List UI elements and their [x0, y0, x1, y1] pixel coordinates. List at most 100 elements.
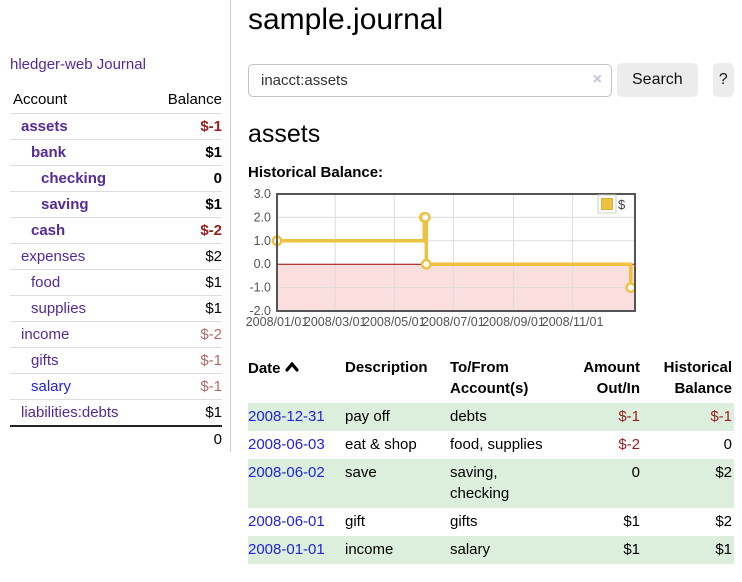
transaction-amount: 0: [631, 464, 640, 481]
account-balance: $1: [148, 191, 222, 218]
y-axis-labels: 3.0 2.0 1.0 0.0 -1.0 -2.0: [249, 187, 271, 318]
transaction-balance: $2: [715, 464, 732, 481]
account-balance: $-1: [148, 113, 222, 140]
account-link-saving[interactable]: saving: [41, 196, 89, 213]
transaction-description: income: [345, 541, 394, 558]
register-row: 2008-12-31 pay off debts $-1 $-1: [248, 403, 734, 431]
account-link-food[interactable]: food: [31, 274, 61, 291]
data-points: [271, 212, 637, 294]
svg-text:2008/01/01: 2008/01/01: [246, 315, 309, 329]
accounts-total-row: 0: [10, 425, 222, 452]
register-col-description: Description: [345, 359, 428, 376]
transaction-description: pay off: [345, 408, 390, 425]
register-table: Date Description To/From Account(s) Amou…: [248, 354, 734, 564]
account-link-expenses[interactable]: expenses: [21, 248, 86, 265]
account-balance: $-1: [148, 347, 222, 374]
sort-ascending-icon: [284, 357, 299, 378]
register-row: 2008-01-01 income salary $1 $1: [248, 536, 734, 564]
account-row: saving $1: [10, 191, 222, 218]
svg-text:2008/05/01: 2008/05/01: [363, 315, 426, 329]
transaction-accounts: debts: [450, 408, 487, 425]
svg-text:2008/09/01: 2008/09/01: [482, 315, 545, 329]
account-row: supplies $1: [10, 295, 222, 322]
account-balance: $-2: [148, 217, 222, 244]
account-link-checking[interactable]: checking: [41, 170, 107, 187]
transaction-balance: $2: [715, 513, 732, 530]
account-row: salary $-1: [10, 373, 222, 400]
account-balance: $1: [148, 295, 222, 322]
transaction-description: eat & shop: [345, 436, 417, 453]
transaction-amount: $1: [623, 513, 640, 530]
accounts-col-balance: Balance: [167, 91, 222, 108]
account-row: gifts $-1: [10, 347, 222, 374]
x-axis-labels: 2008/01/012008/03/012008/05/012008/07/01…: [246, 315, 604, 329]
brand-link[interactable]: hledger-web: [10, 56, 93, 73]
account-row: expenses $2: [10, 243, 222, 270]
accounts-table: Account Balance assets $-1 bank $1 check…: [10, 87, 222, 452]
account-row: bank $1: [10, 139, 222, 166]
register-col-date-label: Date: [248, 360, 281, 377]
svg-text:2.0: 2.0: [254, 210, 271, 224]
transaction-date-link[interactable]: 2008-01-01: [248, 541, 325, 558]
account-link-gifts[interactable]: gifts: [31, 352, 59, 369]
transaction-date-link[interactable]: 2008-06-01: [248, 513, 325, 530]
transaction-accounts: salary: [450, 541, 491, 558]
transaction-description: save: [345, 464, 377, 481]
transaction-accounts: saving, checking: [450, 464, 510, 502]
transaction-description: gift: [345, 513, 366, 530]
sidebar: hledger-web Journal Account Balance asse…: [0, 0, 231, 452]
register-header-row: Date Description To/From Account(s) Amou…: [248, 354, 734, 403]
transaction-amount: $1: [623, 541, 640, 558]
svg-text:-2.0: -2.0: [249, 304, 271, 318]
search-button[interactable]: Search: [617, 63, 698, 97]
register-row: 2008-06-03 eat & shop food, supplies $-2…: [248, 431, 734, 459]
svg-text:2008/07/01: 2008/07/01: [422, 315, 485, 329]
account-row: checking 0: [10, 165, 222, 192]
search-input[interactable]: [248, 63, 612, 97]
account-balance: $2: [148, 243, 222, 270]
account-balance: $-1: [148, 373, 222, 400]
account-link-bank[interactable]: bank: [31, 144, 67, 161]
account-balance: $-2: [148, 321, 222, 348]
account-link-liabilities-debts[interactable]: liabilities:debts: [21, 404, 119, 421]
register-col-date[interactable]: Date: [248, 354, 345, 403]
account-link-cash[interactable]: cash: [31, 222, 66, 239]
search-bar: × Search ?: [248, 63, 734, 97]
svg-text:2008/03/01: 2008/03/01: [304, 315, 367, 329]
account-link-supplies[interactable]: supplies: [31, 300, 87, 317]
main-content: sample.journal × Search ? assets Histori…: [231, 0, 742, 564]
register-row: 2008-06-02 save saving, checking 0 $2: [248, 459, 734, 508]
transaction-amount: $-2: [618, 436, 640, 453]
transaction-date-link[interactable]: 2008-06-03: [248, 436, 325, 453]
transaction-balance: 0: [723, 436, 732, 453]
register-row: 2008-06-01 gift gifts $1 $2: [248, 508, 734, 536]
legend-label: $: [618, 197, 626, 212]
transaction-balance: $1: [715, 541, 732, 558]
transaction-date-link[interactable]: 2008-06-02: [248, 464, 325, 481]
account-link-salary[interactable]: salary: [31, 378, 72, 395]
svg-text:2008/11/01: 2008/11/01: [542, 315, 604, 329]
help-button[interactable]: ?: [712, 63, 734, 97]
search-input-wrap: ×: [248, 63, 612, 97]
balance-chart: $3.0 2.0 1.0 0.0 -1.0 -2.02008/01/012008/03/0…: [246, 187, 637, 329]
svg-text:1.0: 1.0: [254, 234, 271, 248]
accounts-header-row: Account Balance: [10, 87, 222, 114]
account-link-income[interactable]: income: [21, 326, 70, 343]
sidebar-item-journal[interactable]: Journal: [96, 56, 146, 73]
clear-search-icon[interactable]: ×: [592, 70, 602, 88]
chart-legend: $: [597, 194, 626, 214]
account-row: food $1: [10, 269, 222, 296]
account-balance: $1: [148, 269, 222, 296]
transaction-date-link[interactable]: 2008-12-31: [248, 408, 325, 425]
accounts-total-balance: 0: [148, 425, 222, 452]
account-balance: 0: [148, 165, 222, 192]
accounts-col-account: Account: [13, 91, 68, 108]
account-row: cash $-2: [10, 217, 222, 244]
svg-text:3.0: 3.0: [254, 187, 271, 201]
account-link-assets[interactable]: assets: [21, 118, 68, 135]
svg-text:0.0: 0.0: [254, 257, 271, 271]
account-row: liabilities:debts $1: [10, 399, 222, 426]
register-col-balance: Historical Balance: [663, 359, 732, 397]
account-balance: $1: [148, 399, 222, 426]
page: hledger-web Journal Account Balance asse…: [0, 0, 742, 564]
